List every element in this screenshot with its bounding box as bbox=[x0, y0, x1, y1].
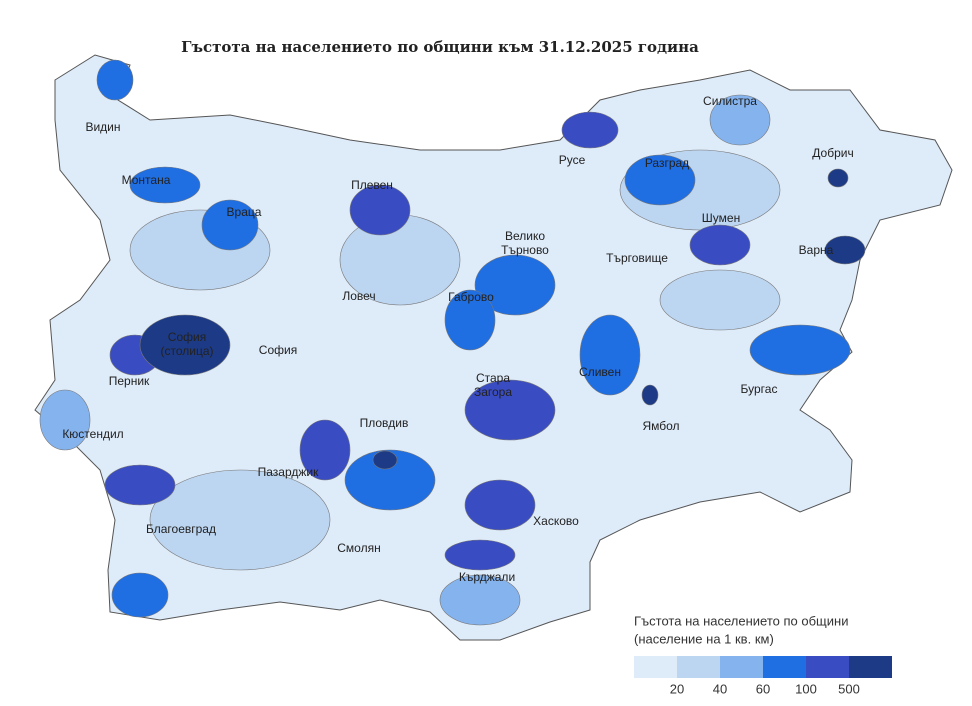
region-label: Шумен bbox=[702, 211, 740, 225]
area bbox=[474, 254, 556, 316]
area bbox=[824, 235, 866, 265]
area bbox=[149, 469, 331, 571]
map-title: Гъстота на населението по общини към 31.… bbox=[181, 38, 699, 56]
region-label: Търново bbox=[501, 243, 549, 257]
region-label: Стара bbox=[476, 371, 510, 385]
area bbox=[689, 224, 751, 266]
region-label: Сливен bbox=[579, 365, 621, 379]
region-label: Русе bbox=[559, 153, 586, 167]
region-label: Велико bbox=[505, 229, 545, 243]
legend-title: Гъстота на населението по общини bbox=[634, 613, 848, 628]
area bbox=[39, 389, 91, 451]
region-label: Кърджали bbox=[459, 570, 515, 584]
area bbox=[129, 166, 201, 204]
legend-tick-label: 60 bbox=[756, 681, 770, 696]
area bbox=[372, 450, 398, 470]
area bbox=[561, 111, 619, 149]
area bbox=[464, 479, 536, 531]
region-label: София bbox=[168, 330, 206, 344]
country bbox=[34, 54, 953, 641]
legend-swatch bbox=[849, 656, 892, 678]
area bbox=[444, 289, 496, 351]
region-labels: Видин Монтана Враца Плевен Русе Силистра Добри… bbox=[62, 94, 853, 584]
region-label: Силистра bbox=[703, 94, 757, 108]
legend-swatch bbox=[720, 656, 763, 678]
area bbox=[344, 449, 436, 511]
area bbox=[111, 572, 169, 618]
region-label: Пловдив bbox=[360, 416, 409, 430]
region-label: Габрово bbox=[448, 290, 494, 304]
region-label: Загора bbox=[474, 385, 512, 399]
legend-tick-label: 500 bbox=[838, 681, 860, 696]
region-label: Търговище bbox=[606, 251, 668, 265]
area bbox=[464, 379, 556, 441]
area bbox=[96, 59, 134, 101]
region-label: Кюстендил bbox=[62, 427, 123, 441]
area bbox=[659, 269, 781, 331]
area bbox=[749, 324, 851, 376]
region-label: Бургас bbox=[741, 382, 778, 396]
area bbox=[349, 184, 411, 236]
area bbox=[827, 168, 849, 188]
legend-tick-label: 40 bbox=[713, 681, 727, 696]
legend-title: (население на 1 кв. км) bbox=[634, 631, 774, 646]
legend-swatch bbox=[806, 656, 849, 678]
area bbox=[641, 384, 659, 406]
area bbox=[139, 314, 231, 376]
region-label: (столица) bbox=[160, 344, 213, 358]
region-label: Монтана bbox=[122, 173, 171, 187]
region-label: Плевен bbox=[351, 178, 393, 192]
region-label: Видин bbox=[85, 120, 120, 134]
region-label: Смолян bbox=[337, 541, 380, 555]
region-label: Ловеч bbox=[342, 289, 375, 303]
area bbox=[709, 94, 771, 146]
legend: Гъстота на населението по общини (населен… bbox=[634, 613, 892, 696]
legend-swatch bbox=[677, 656, 720, 678]
area bbox=[624, 154, 696, 206]
region-label: Перник bbox=[109, 374, 150, 388]
region-label: Добрич bbox=[812, 146, 853, 160]
legend-tick-label: 20 bbox=[670, 681, 684, 696]
legend-swatch bbox=[763, 656, 806, 678]
legend-tick-label: 100 bbox=[795, 681, 817, 696]
area bbox=[444, 539, 516, 571]
region-label: София bbox=[259, 343, 297, 357]
legend-swatch bbox=[634, 656, 677, 678]
region-label: Пазарджик bbox=[258, 465, 319, 479]
area bbox=[299, 419, 351, 481]
area bbox=[104, 464, 176, 506]
region-label: Ямбол bbox=[642, 419, 679, 433]
region-label: Враца bbox=[227, 205, 262, 219]
area bbox=[579, 314, 641, 396]
region-label: Хасково bbox=[533, 514, 579, 528]
area bbox=[201, 199, 259, 251]
region-label: Разград bbox=[645, 156, 689, 170]
region-label: Благоевград bbox=[146, 522, 216, 536]
region-label: Варна bbox=[799, 243, 834, 257]
area bbox=[439, 574, 521, 626]
